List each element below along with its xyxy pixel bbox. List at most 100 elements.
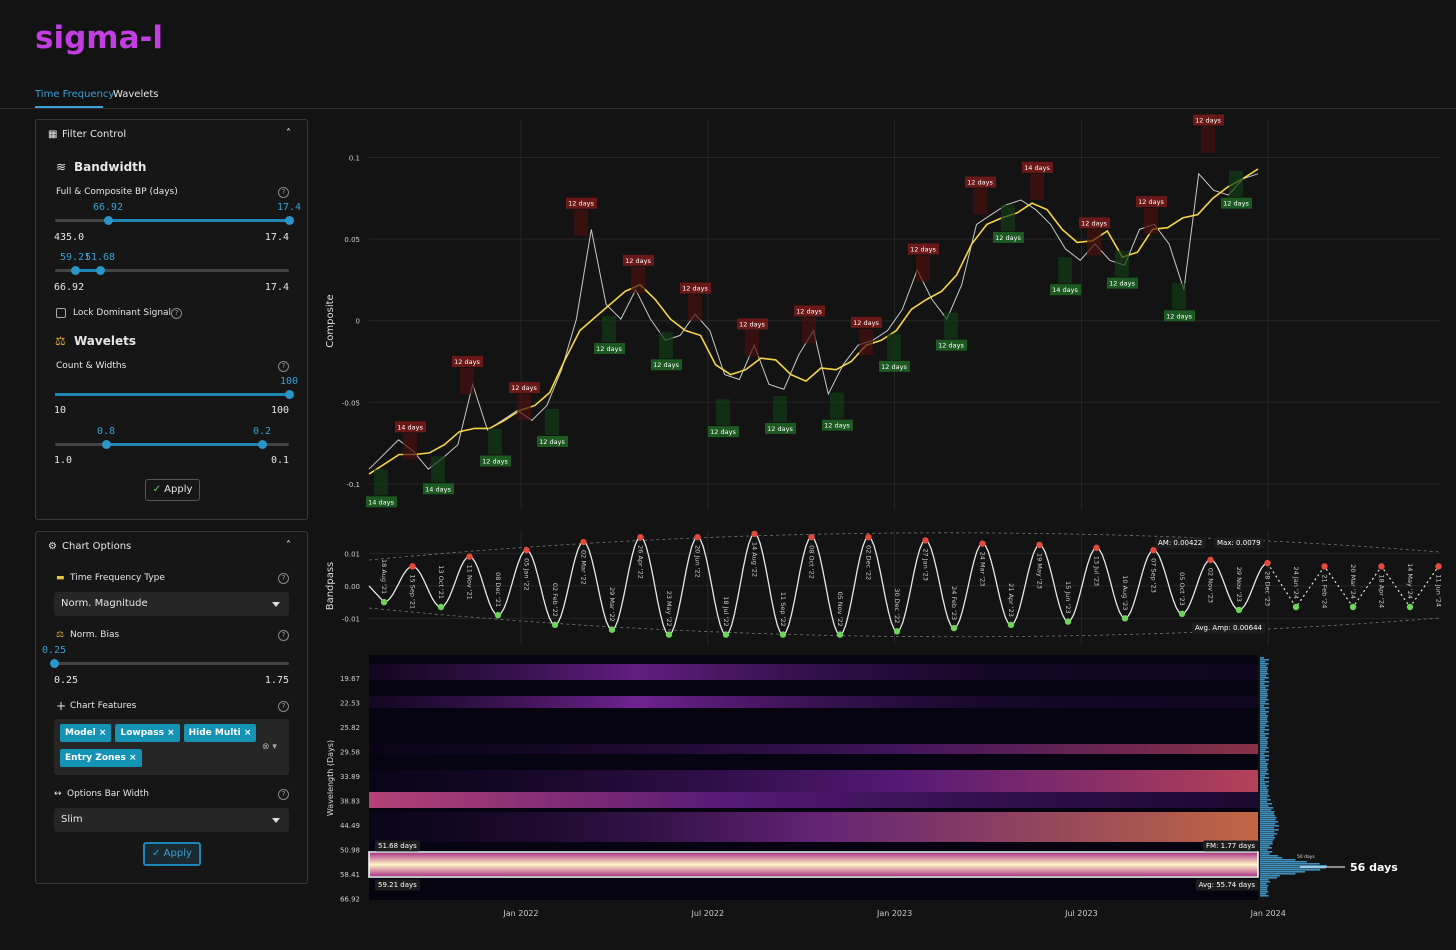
help[interactable]: ? xyxy=(278,789,289,800)
turn-date: 13 Jul '23 xyxy=(1093,556,1101,586)
histogram-bar xyxy=(1260,839,1274,841)
y-tick-label: 66.92 xyxy=(340,896,360,904)
clear-icon[interactable]: ⊗ ▾ xyxy=(262,742,277,752)
tab[interactable]: Wavelets xyxy=(113,89,159,100)
histogram-bar xyxy=(1260,843,1273,845)
turn-date: 05 Jan '22 xyxy=(523,558,531,590)
tag[interactable]: Entry Zones × xyxy=(60,749,142,767)
multi-select[interactable]: Model × Lowpass × Hide Multi ×Entry Zones … xyxy=(54,719,289,775)
tag-remove[interactable]: × xyxy=(240,728,252,738)
field-label: Norm. Bias xyxy=(70,630,120,640)
select[interactable]: Slim xyxy=(54,808,289,832)
turn-date: 21 Feb '24 xyxy=(1321,574,1329,608)
trough-zone xyxy=(374,469,388,496)
histogram-bar xyxy=(1260,721,1269,723)
help[interactable]: ? xyxy=(278,361,289,372)
slider-handle[interactable] xyxy=(285,216,294,225)
histogram-bar xyxy=(1260,705,1265,707)
peak-marker xyxy=(623,254,654,266)
histogram-bar xyxy=(1260,767,1268,769)
y-tick-label: 19.67 xyxy=(340,675,360,683)
collapse[interactable]: ˄ xyxy=(286,540,291,551)
app-title: sigma-l xyxy=(35,20,163,56)
peak-label: 12 days xyxy=(1195,117,1221,125)
annotation: Avg: 55.74 days xyxy=(1199,881,1256,889)
panel-title[interactable]: Chart Options xyxy=(62,541,132,552)
turn-date: 20 Jun '22 xyxy=(694,545,702,578)
help[interactable]: ? xyxy=(278,573,289,584)
icon: ▬ xyxy=(56,573,65,583)
turn-date: 21 Apr '23 xyxy=(1007,583,1015,617)
histogram-bar xyxy=(1260,797,1268,799)
trough-dot xyxy=(1007,621,1015,629)
slider-handle[interactable] xyxy=(104,216,113,225)
histogram-bar xyxy=(1260,777,1269,779)
help[interactable]: ? xyxy=(278,630,289,641)
apply-button[interactable]: ✓ Apply xyxy=(143,842,201,866)
peak-label: 12 days xyxy=(1138,198,1164,206)
histogram-bar xyxy=(1260,749,1266,751)
tab[interactable]: Time Frequency xyxy=(35,89,115,100)
trough-zone xyxy=(1001,204,1015,231)
histogram-bar xyxy=(1260,857,1283,859)
tag[interactable]: Hide Multi × xyxy=(183,724,257,742)
select[interactable]: Norm. Magnitude xyxy=(54,592,289,616)
peak-dot xyxy=(1321,563,1328,570)
slider-handle[interactable] xyxy=(102,440,111,449)
trough-zone xyxy=(1115,250,1129,277)
turn-date: 20 Mar '24 xyxy=(1349,564,1357,599)
slider-fill xyxy=(55,393,289,396)
y-tick-label: 29.58 xyxy=(340,749,360,757)
help[interactable]: ? xyxy=(278,701,289,712)
band-box xyxy=(368,851,1259,878)
slider-handle[interactable] xyxy=(96,266,105,275)
tag[interactable]: Lowpass × xyxy=(115,724,180,742)
histogram-bar xyxy=(1260,877,1277,879)
slider-handle[interactable] xyxy=(258,440,267,449)
panel-title[interactable]: Filter Control xyxy=(62,129,127,140)
checkbox[interactable] xyxy=(56,308,66,318)
tag[interactable]: Model × xyxy=(60,724,112,742)
histogram-bar xyxy=(1260,743,1268,745)
heat-band xyxy=(369,792,1258,808)
slider-handle[interactable] xyxy=(50,659,59,668)
turn-date: 24 Jan '24 xyxy=(1292,567,1300,599)
trough-marker xyxy=(1050,284,1081,296)
histogram-bar xyxy=(1260,687,1266,689)
histogram-bar xyxy=(1260,737,1269,739)
turn-date: 18 Jul '22 xyxy=(722,596,730,626)
trough-dot xyxy=(551,621,559,629)
histogram-bar xyxy=(1260,729,1269,731)
peak-label: 12 days xyxy=(682,285,708,293)
help[interactable]: ? xyxy=(171,308,182,319)
turn-date: 11 Sep '22 xyxy=(779,592,787,627)
trough-dot xyxy=(950,624,958,632)
peak-label: 56 days xyxy=(1350,861,1398,874)
trough-marker xyxy=(1107,277,1138,289)
trough-label: 12 days xyxy=(995,234,1021,242)
histogram-bar xyxy=(1260,869,1321,871)
histogram-bar xyxy=(1260,863,1320,865)
peak-marker xyxy=(680,282,711,294)
histogram-bar xyxy=(1260,865,1327,867)
tag-remove[interactable]: × xyxy=(163,728,175,738)
checkbox-label[interactable]: Lock Dominant Signal xyxy=(73,308,172,318)
histogram-bar xyxy=(1260,723,1267,725)
apply-button[interactable]: ✓ Apply xyxy=(145,479,200,501)
collapse[interactable]: ˄ xyxy=(286,128,291,139)
tag-remove[interactable]: × xyxy=(95,728,107,738)
slider-handle[interactable] xyxy=(71,266,80,275)
peak-label: 14 days xyxy=(397,423,423,431)
histogram-bar xyxy=(1260,657,1264,659)
histogram-bar xyxy=(1260,671,1268,673)
histogram-bar xyxy=(1260,793,1268,795)
histogram-bar xyxy=(1260,837,1275,839)
help[interactable]: ? xyxy=(278,187,289,198)
tag-label: Model xyxy=(65,728,96,738)
peak-marker xyxy=(965,176,996,188)
annotation: Max: 0.0079 xyxy=(1217,539,1261,547)
turn-date: 11 Nov '21 xyxy=(466,565,474,600)
slider-handle[interactable] xyxy=(285,390,294,399)
trough-zone xyxy=(887,333,901,360)
tag-remove[interactable]: × xyxy=(125,753,137,763)
